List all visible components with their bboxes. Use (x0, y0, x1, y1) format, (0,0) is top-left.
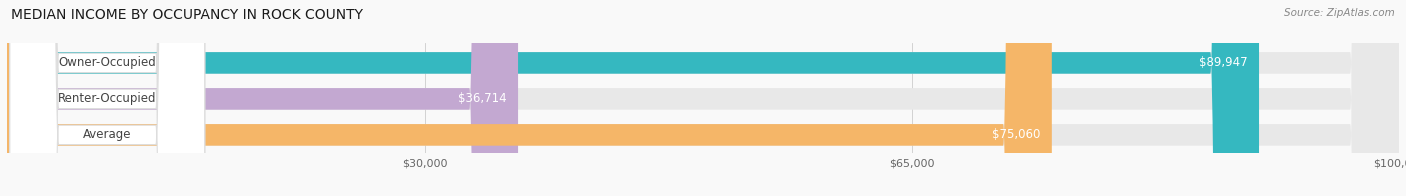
Text: Average: Average (83, 128, 132, 141)
FancyBboxPatch shape (10, 0, 205, 196)
FancyBboxPatch shape (10, 0, 205, 196)
Text: MEDIAN INCOME BY OCCUPANCY IN ROCK COUNTY: MEDIAN INCOME BY OCCUPANCY IN ROCK COUNT… (11, 8, 363, 22)
FancyBboxPatch shape (7, 0, 1399, 196)
Text: $36,714: $36,714 (458, 92, 508, 105)
Text: $89,947: $89,947 (1199, 56, 1249, 69)
FancyBboxPatch shape (10, 0, 205, 196)
Text: Owner-Occupied: Owner-Occupied (59, 56, 156, 69)
FancyBboxPatch shape (7, 0, 1399, 196)
Text: Source: ZipAtlas.com: Source: ZipAtlas.com (1284, 8, 1395, 18)
Text: Renter-Occupied: Renter-Occupied (58, 92, 156, 105)
FancyBboxPatch shape (7, 0, 517, 196)
FancyBboxPatch shape (7, 0, 1399, 196)
FancyBboxPatch shape (7, 0, 1258, 196)
FancyBboxPatch shape (7, 0, 1052, 196)
Text: $75,060: $75,060 (993, 128, 1040, 141)
